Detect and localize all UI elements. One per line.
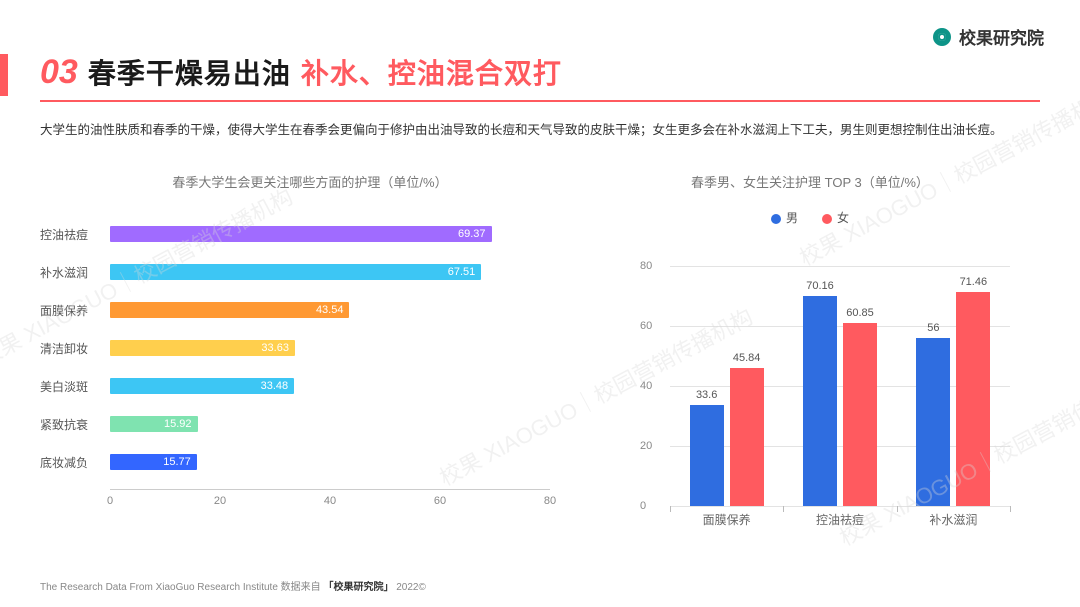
x-category-label: 补水滋润 <box>913 511 993 528</box>
y-tick-label: 80 <box>640 260 652 272</box>
hbar-label: 控油祛痘 <box>40 226 102 243</box>
column-bar: 56 <box>916 338 950 506</box>
logo-icon <box>933 28 951 46</box>
column-value: 45.84 <box>730 352 764 364</box>
hbar-label: 面膜保养 <box>40 302 102 319</box>
hbar-fill: 33.63 <box>110 340 295 356</box>
chart-grouped-column: 春季男、女生关注护理 TOP 3（单位/%） 男女 02040608033.64… <box>580 172 1040 552</box>
hbar-value: 15.92 <box>164 418 192 430</box>
y-tick-label: 40 <box>640 380 652 392</box>
x-tick-label: 0 <box>107 495 113 531</box>
y-gridline <box>670 506 1010 507</box>
legend-dot-icon <box>822 214 832 224</box>
x-tick-label: 20 <box>214 495 226 531</box>
x-category-label: 面膜保养 <box>687 511 767 528</box>
hbar-row: 补水滋润67.51 <box>110 253 550 291</box>
chart-left-title: 春季大学生会更关注哪些方面的护理（单位/%） <box>40 172 580 191</box>
heading-underline <box>40 100 1040 102</box>
x-tick <box>783 506 784 512</box>
footer-suffix: 2022© <box>396 582 426 593</box>
footer-credit: The Research Data From XiaoGuo Research … <box>40 578 426 593</box>
y-tick-label: 60 <box>640 320 652 332</box>
hbar-fill: 43.54 <box>110 302 349 318</box>
hbar-value: 33.63 <box>261 342 289 354</box>
brand-name: 校果研究院 <box>959 24 1044 49</box>
hbar-label: 美白淡斑 <box>40 378 102 395</box>
x-tick <box>670 506 671 512</box>
hbar-row: 控油祛痘69.37 <box>110 215 550 253</box>
column-group: 70.1660.85 <box>803 296 877 506</box>
column-bar: 71.46 <box>956 292 990 506</box>
column-group: 5671.46 <box>916 292 990 506</box>
hbar-row: 面膜保养43.54 <box>110 291 550 329</box>
column-value: 71.46 <box>956 276 990 288</box>
description-text: 大学生的油性肤质和春季的干燥，使得大学生在春季会更偏向于修护由出油导致的长痘和天… <box>40 120 1040 141</box>
heading-black: 春季干燥易出油 <box>88 52 291 92</box>
hbar-value: 43.54 <box>316 304 344 316</box>
x-tick-label: 40 <box>324 495 336 531</box>
accent-stripe <box>0 54 8 96</box>
footer-prefix: The Research Data From XiaoGuo Research … <box>40 582 321 593</box>
hbar-fill: 67.51 <box>110 264 481 280</box>
hbar-value: 33.48 <box>261 380 289 392</box>
hbar-label: 紧致抗衰 <box>40 416 102 433</box>
column-group: 33.645.84 <box>690 368 764 506</box>
x-tick-label: 60 <box>434 495 446 531</box>
column-bar: 70.16 <box>803 296 837 506</box>
hbar-value: 69.37 <box>458 228 486 240</box>
hbar-label: 清洁卸妆 <box>40 340 102 357</box>
column-bar: 45.84 <box>730 368 764 506</box>
chart-right-title: 春季男、女生关注护理 TOP 3（单位/%） <box>580 172 1040 191</box>
hbar-row: 紧致抗衰15.92 <box>110 405 550 443</box>
x-category-label: 控油祛痘 <box>800 511 880 528</box>
column-value: 33.6 <box>690 389 724 401</box>
hbar-fill: 15.77 <box>110 454 197 470</box>
hbar-fill: 33.48 <box>110 378 294 394</box>
legend-dot-icon <box>771 214 781 224</box>
column-value: 60.85 <box>843 307 877 319</box>
x-tick-label: 80 <box>544 495 556 531</box>
heading-number: 03 <box>40 53 78 92</box>
hbar-value: 67.51 <box>448 266 476 278</box>
hbar-row: 美白淡斑33.48 <box>110 367 550 405</box>
hbar-fill: 69.37 <box>110 226 492 242</box>
footer-bold: 「校果研究院」 <box>323 582 393 593</box>
hbar-value: 15.77 <box>163 456 191 468</box>
legend-item: 女 <box>822 209 849 226</box>
column-bar: 60.85 <box>843 323 877 506</box>
chart-horizontal-bar: 春季大学生会更关注哪些方面的护理（单位/%） 控油祛痘69.37补水滋润67.5… <box>40 172 580 552</box>
x-tick <box>897 506 898 512</box>
hbar-fill: 15.92 <box>110 416 198 432</box>
page-heading: 03 春季干燥易出油 补水、控油混合双打 <box>40 52 562 92</box>
legend-item: 男 <box>771 209 798 226</box>
heading-red: 补水、控油混合双打 <box>301 52 562 92</box>
y-tick-label: 0 <box>640 500 646 512</box>
brand-logo: 校果研究院 <box>933 24 1044 49</box>
charts-container: 春季大学生会更关注哪些方面的护理（单位/%） 控油祛痘69.37补水滋润67.5… <box>40 172 1040 552</box>
column-value: 56 <box>916 322 950 334</box>
hbar-row: 清洁卸妆33.63 <box>110 329 550 367</box>
legend: 男女 <box>580 209 1040 226</box>
x-tick <box>1010 506 1011 512</box>
hbar-label: 底妆减负 <box>40 454 102 471</box>
hbar-label: 补水滋润 <box>40 264 102 281</box>
y-tick-label: 20 <box>640 440 652 452</box>
column-bar: 33.6 <box>690 405 724 506</box>
column-value: 70.16 <box>803 280 837 292</box>
hbar-row: 底妆减负15.77 <box>110 443 550 481</box>
y-gridline <box>670 266 1010 267</box>
